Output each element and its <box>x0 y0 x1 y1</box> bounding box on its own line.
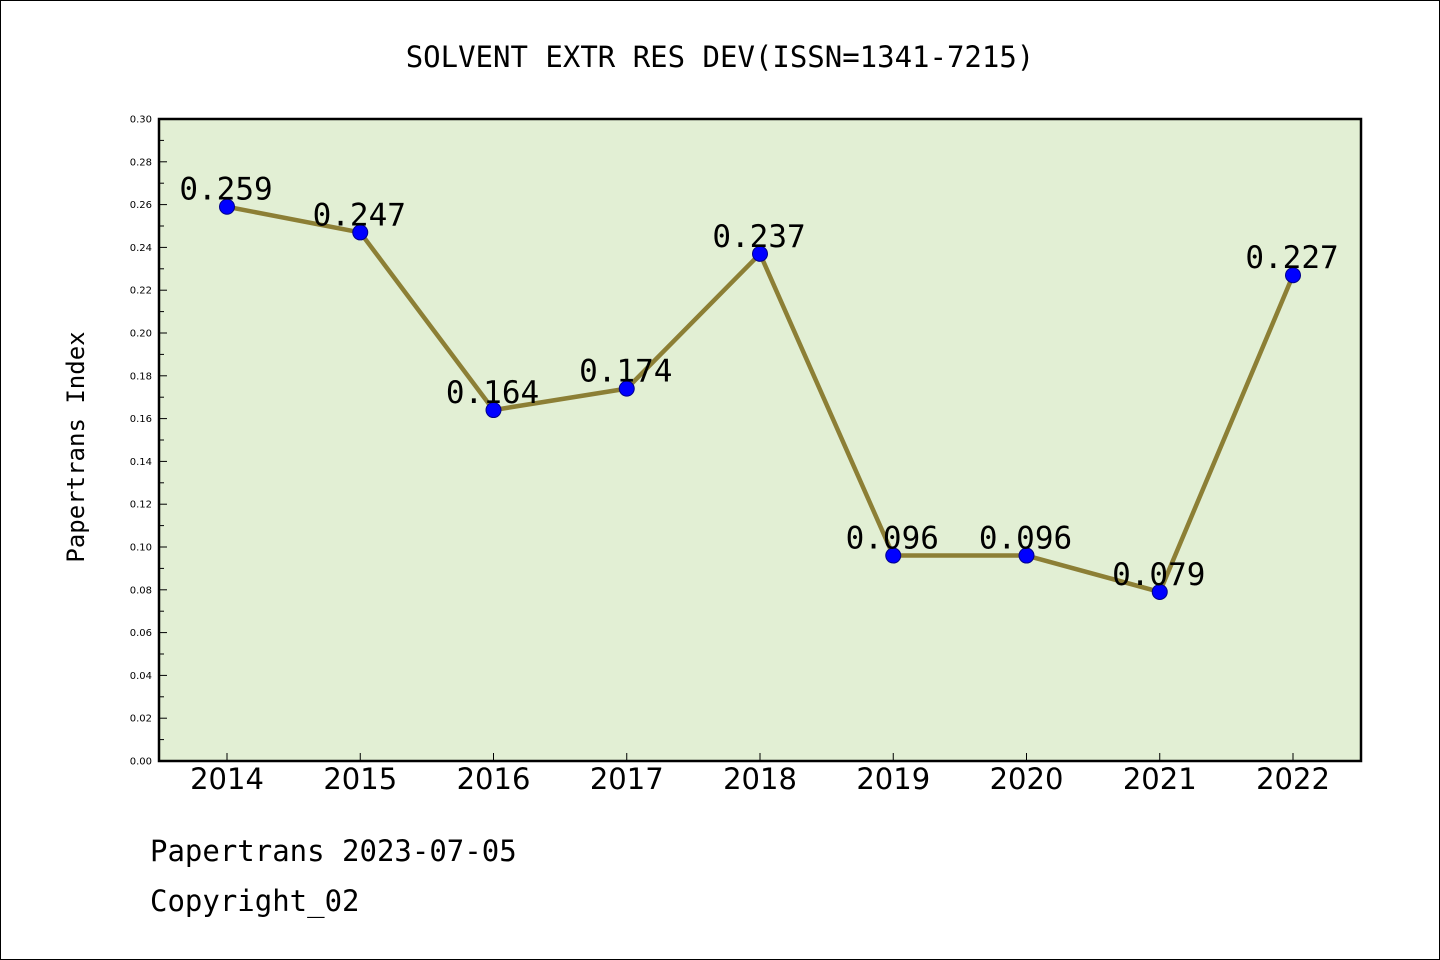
y-tick-label: 0.04 <box>130 671 152 682</box>
y-tick-label: 0.24 <box>130 243 152 254</box>
x-tick-label: 2021 <box>1123 762 1197 796</box>
chart-title: SOLVENT EXTR RES DEV(ISSN=1341-7215) <box>406 40 1035 74</box>
x-tick-label: 2015 <box>323 762 397 796</box>
data-labels: 0.259 0.247 0.164 0.174 0.237 0.096 0.096 0.079… <box>179 172 1338 593</box>
data-point <box>1018 547 1035 564</box>
y-tick-label: 0.28 <box>130 157 152 168</box>
x-tick-label: 2019 <box>856 762 930 796</box>
data-point <box>485 402 502 419</box>
y-tick-label: 0.02 <box>130 714 152 725</box>
data-label: 0.079 <box>1112 557 1205 593</box>
data-label: 0.164 <box>446 375 539 411</box>
y-tick-label: 0.16 <box>130 414 152 425</box>
data-label: 0.237 <box>712 219 805 255</box>
data-label: 0.227 <box>1245 240 1338 276</box>
y-axis-label: Papertrans Index <box>62 331 90 562</box>
data-label: 0.259 <box>179 172 272 208</box>
y-tick-label: 0.20 <box>130 329 152 340</box>
data-point <box>219 198 235 215</box>
x-tick-label: 2020 <box>990 762 1064 796</box>
y-tick-label: 0.26 <box>130 200 152 211</box>
y-axis: 0.00 0.02 0.04 0.06 0.08 0.10 0.12 0.14 0.16 0.18… <box>130 115 167 768</box>
y-tick-label: 0.10 <box>130 543 152 554</box>
y-tick-label: 0.00 <box>130 757 152 768</box>
y-tick-label: 0.18 <box>130 371 152 382</box>
data-label: 0.247 <box>313 197 406 233</box>
y-tick-label: 0.08 <box>130 585 152 596</box>
x-axis: 2014 2015 2016 2017 2018 2019 2020 2021 2022 <box>190 753 1330 796</box>
x-tick-label: 2014 <box>190 762 264 796</box>
data-point <box>1151 583 1168 600</box>
data-point <box>618 380 635 397</box>
data-point <box>352 224 369 241</box>
series-markers <box>219 198 1301 600</box>
footer-date: Papertrans 2023-07-05 <box>150 834 517 868</box>
data-label: 0.174 <box>579 354 672 390</box>
data-label: 0.096 <box>979 521 1072 557</box>
data-point <box>1285 267 1301 284</box>
data-label: 0.096 <box>846 521 939 557</box>
x-tick-label: 2022 <box>1256 762 1330 796</box>
y-tick-label: 0.22 <box>130 286 152 297</box>
y-tick-label: 0.30 <box>130 115 152 126</box>
x-tick-label: 2018 <box>723 762 797 796</box>
data-point <box>752 245 768 262</box>
y-tick-label: 0.14 <box>130 457 152 468</box>
y-tick-label: 0.06 <box>130 628 152 639</box>
footer-copyright: Copyright_02 <box>150 884 360 918</box>
x-tick-label: 2017 <box>590 762 664 796</box>
y-tick-label: 0.12 <box>130 500 152 511</box>
data-point <box>885 547 902 564</box>
x-tick-label: 2016 <box>457 762 531 796</box>
